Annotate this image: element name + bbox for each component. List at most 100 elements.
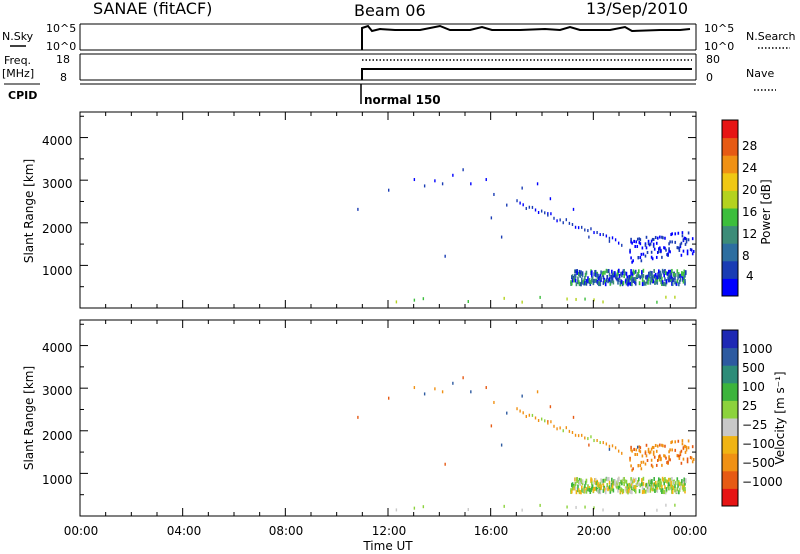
power-scatter-cell — [679, 245, 682, 249]
power-scatter-cell — [622, 281, 625, 286]
power-scatter-cell — [664, 277, 666, 282]
power-scatter-cell — [652, 238, 655, 242]
velocity-colorbar-band — [722, 418, 738, 437]
velocity-colorbar-band — [722, 330, 738, 349]
power-scatter-cell — [614, 238, 617, 242]
power-scatter-cell — [679, 243, 682, 247]
power-scatter-cell — [653, 269, 655, 274]
velocity-cbar-label: Velocity [m s⁻¹] — [773, 371, 787, 464]
power-scatter-cell — [654, 272, 657, 277]
power-scatter-cell — [656, 277, 659, 282]
velocity-scatter-cell — [658, 455, 660, 459]
velocity-scatter-cell — [616, 485, 619, 490]
velocity-scatter-cell — [685, 448, 688, 452]
power-scatter-cell — [670, 271, 672, 276]
velocity-scatter-cell — [593, 480, 595, 485]
velocity-scatter-cell — [584, 480, 587, 485]
power-scatter-cell — [607, 268, 610, 273]
velocity-scatter-cell — [565, 426, 568, 430]
power-ytick-4000: 4000 — [42, 134, 73, 148]
power-cbar-tick-8: 8 — [742, 249, 750, 263]
station-title: SANAE (fitACF) — [93, 0, 212, 18]
power-scatter-cell — [674, 295, 676, 299]
power-scatter-cell — [580, 282, 582, 287]
power-scatter-cell — [540, 209, 543, 213]
velocity-colorbar: 1000 500 100 25 −25 −100 −500 −1000 Velo… — [721, 329, 787, 507]
power-scatter-cell — [357, 207, 359, 211]
power-scatter-cell — [604, 279, 606, 284]
power-scatter-cell — [627, 280, 630, 285]
velocity-scatter-cell — [614, 479, 616, 484]
velocity-scatter-cell — [621, 481, 623, 486]
velocity-scatter-cell — [682, 457, 685, 461]
power-scatter-cell — [626, 278, 629, 283]
velocity-scatter-cell — [470, 390, 472, 394]
power-scatter-cell — [647, 274, 649, 279]
velocity-scatter-cell — [637, 477, 640, 482]
velocity-scatter-cell — [666, 461, 668, 465]
velocity-scatter-cell — [506, 411, 508, 415]
velocity-scatter-cell — [642, 460, 645, 464]
power-colorbar-band — [722, 208, 738, 227]
velocity-scatter-cell — [664, 485, 666, 490]
velocity-scatter-cell — [640, 467, 643, 471]
velocity-scatter-cell — [661, 484, 663, 489]
velocity-scatter-cell — [634, 489, 637, 494]
velocity-scatter-cell — [617, 488, 619, 493]
velocity-scatter-cell — [602, 483, 605, 488]
velocity-scatter-cell — [684, 486, 686, 491]
velocity-scatter-cell — [656, 488, 659, 493]
velocity-scatter-cell — [676, 477, 679, 482]
velocity-scatter-cell — [594, 486, 596, 491]
velocity-scatter-cell — [639, 450, 642, 454]
velocity-scatter-cell — [577, 484, 579, 489]
power-scatter-cell — [663, 246, 665, 250]
velocity-scatter-cell — [644, 451, 647, 455]
power-scatter-cell — [641, 246, 644, 250]
velocity-scatter-cell — [584, 484, 586, 489]
power-scatter-cell — [549, 197, 552, 201]
power-scatter-cell — [583, 278, 585, 283]
velocity-scatter-cell — [641, 454, 644, 458]
velocity-scatter-cell — [611, 484, 614, 489]
cpid-label: CPID — [8, 89, 37, 102]
nsky-tick-bottom: 10^0 — [46, 40, 76, 53]
velocity-scatter-cell — [596, 439, 598, 443]
power-scatter-cell — [658, 247, 660, 251]
velocity-scatter-cell — [467, 508, 469, 512]
power-scatter-cell — [593, 231, 595, 235]
power-scatter-cell — [574, 225, 577, 229]
velocity-colorbar-band — [722, 365, 738, 384]
power-scatter-cell — [571, 223, 574, 227]
velocity-scatter-cell — [623, 476, 625, 481]
power-scatter-cell — [634, 244, 636, 248]
power-scatter-cell — [441, 182, 444, 186]
power-ylabel: Slant Range [km] — [22, 159, 36, 263]
power-scatter-cell — [599, 273, 602, 278]
velocity-scatter-cell — [684, 489, 686, 494]
velocity-scatter-cell — [651, 479, 653, 484]
power-scatter-cell — [617, 280, 619, 285]
velocity-scatter-cell — [631, 479, 634, 484]
power-scatter-cell — [647, 242, 650, 246]
power-ytick-2000: 2000 — [42, 222, 73, 236]
power-scatter-cell — [587, 229, 589, 233]
power-scatter-cell — [537, 211, 540, 215]
velocity-scatter-cell — [658, 485, 661, 490]
power-scatter-cell — [556, 219, 558, 223]
velocity-scatter-cell — [578, 477, 581, 482]
freq-unit: [MHz] — [2, 67, 34, 80]
velocity-scatter-cell — [618, 484, 621, 489]
power-scatter-cell — [604, 270, 606, 275]
velocity-scatter-cell — [581, 433, 583, 437]
power-scatter-cell — [673, 272, 676, 277]
power-scatter-cell — [656, 236, 659, 240]
velocity-scatter-cell — [622, 489, 625, 494]
power-scatter-cell — [634, 277, 637, 282]
power-scatter-cell — [562, 221, 564, 225]
velocity-scatter-cell — [677, 483, 679, 488]
velocity-scatter-cell — [576, 478, 578, 483]
velocity-scatter-cell — [614, 446, 617, 450]
velocity-scatter-cell — [434, 387, 436, 391]
power-scatter-cell — [602, 275, 605, 280]
